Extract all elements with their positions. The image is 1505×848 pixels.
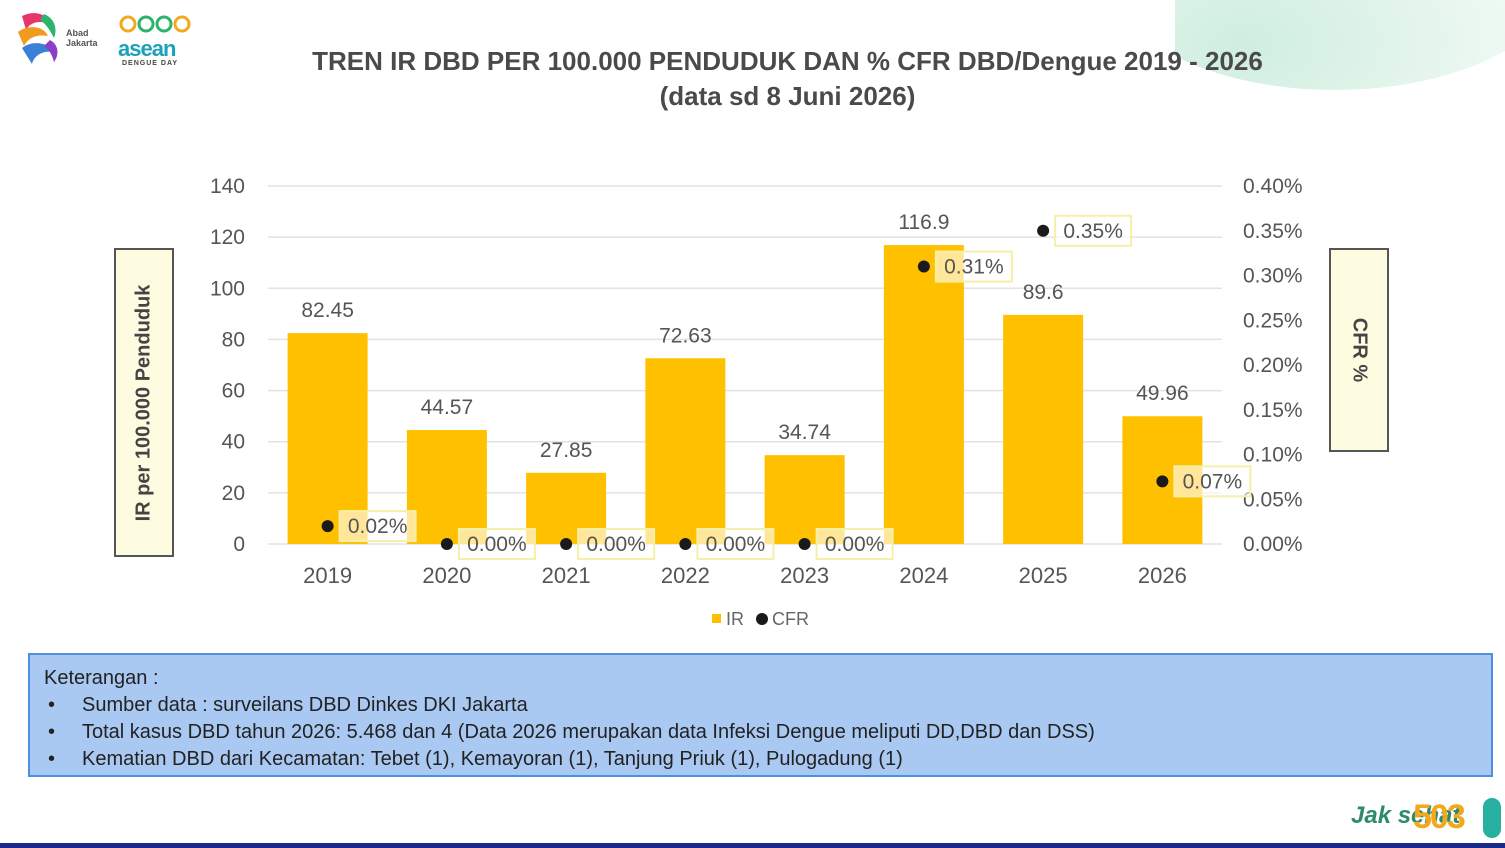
legend-cfr-label: CFR	[772, 609, 809, 629]
dengue-day-text: DENGUE DAY	[122, 60, 179, 67]
y2-tick-label: 0.05%	[1243, 488, 1303, 511]
legend-ir-swatch	[712, 614, 721, 623]
y-tick-label: 100	[210, 277, 245, 300]
y2-tick-label: 0.15%	[1243, 399, 1303, 422]
cfr-label-box	[577, 528, 656, 560]
cfr-label-box	[457, 528, 536, 560]
x-tick-label: 2022	[661, 563, 710, 588]
y-tick-label: 40	[222, 431, 245, 454]
x-tick-label: 2021	[542, 563, 591, 588]
cfr-label-box	[696, 528, 775, 560]
notes-item: Kematian DBD dari Kecamatan: Tebet (1), …	[44, 746, 1477, 773]
cfr-data-label: 0.00%	[586, 533, 646, 556]
cfr-point	[321, 520, 334, 533]
ir-bar	[406, 430, 487, 544]
corner-decoration	[1175, 0, 1505, 95]
cfr-point	[560, 538, 573, 550]
cfr-point	[798, 538, 811, 550]
ir-cfr-chart: 0 20 40 60 80 100 120 140 0.00% 0.05% 0.10% 0.15% 0.…	[210, 175, 1303, 629]
y2-tick-label: 0.35%	[1243, 220, 1303, 243]
x-tick-label: 2026	[1138, 563, 1187, 588]
ir-data-label: 82.45	[301, 299, 354, 322]
chart-title-line2: (data sd 8 Juni 2026)	[659, 81, 916, 111]
cfr-data-label: 0.07%	[1183, 470, 1243, 493]
notes-panel: Keterangan : Sumber data : surveilans DB…	[28, 653, 1493, 777]
y-axis-title: IR per 100.000 Penduduk	[132, 284, 155, 521]
x-tick-label: 2019	[303, 563, 352, 588]
jakarta-logo-text: Abad Jakarta	[66, 28, 98, 48]
cfr-label-box	[934, 250, 1013, 283]
anniversary-number: 503	[1413, 798, 1466, 836]
ir-data-label: 89.6	[1023, 281, 1064, 304]
x-tick-label: 2020	[422, 563, 471, 588]
asean-dengue-day-logo: asean DENGUE DAY	[118, 10, 194, 70]
y2-axis-title-box: CFR %	[1329, 248, 1389, 452]
ir-data-label: 27.85	[540, 439, 593, 462]
ir-bar	[287, 333, 368, 544]
cfr-data-label: 0.31%	[944, 256, 1004, 279]
notes-item: Total kasus DBD tahun 2026: 5.468 dan 4 …	[44, 719, 1477, 746]
cfr-point	[917, 260, 930, 273]
y2-tick-label: 0.30%	[1243, 265, 1303, 288]
x-tick-label: 2025	[1019, 563, 1068, 588]
y-axis-title-box: IR per 100.000 Penduduk	[114, 248, 174, 557]
ir-bar	[645, 358, 726, 544]
x-tick-label: 2023	[780, 563, 829, 588]
leaf-icon	[1483, 798, 1501, 838]
cfr-data-label: 0.35%	[1063, 220, 1123, 243]
y2-axis-title: CFR %	[1348, 317, 1371, 383]
ir-data-label: 44.57	[421, 396, 474, 419]
notes-heading: Keterangan :	[44, 667, 159, 689]
chart-title: TREN IR DBD PER 100.000 PENDUDUK DAN % C…	[0, 44, 1505, 114]
header-logos: Abad Jakarta asean DENGUE DAY	[14, 10, 194, 70]
notes-list: Sumber data : surveilans DBD Dinkes DKI …	[44, 692, 1477, 773]
ir-bar	[883, 245, 964, 544]
cfr-data-label: 0.00%	[706, 533, 766, 556]
ir-data-label: 116.9	[898, 211, 949, 234]
legend-ir-label: IR	[726, 609, 744, 629]
y-tick-label: 60	[222, 380, 245, 403]
cfr-label-box	[1054, 214, 1133, 247]
jakarta-logo-icon	[18, 13, 58, 64]
cfr-label-box	[1173, 465, 1252, 498]
cfr-label-box	[815, 528, 894, 560]
y-tick-label: 120	[210, 226, 245, 249]
ir-data-label: 49.96	[1136, 382, 1189, 405]
chart-title-line1: TREN IR DBD PER 100.000 PENDUDUK DAN % C…	[312, 46, 1263, 76]
y2-tick-label: 0.00%	[1243, 533, 1303, 556]
y-tick-label: 140	[210, 175, 245, 198]
cfr-point	[440, 538, 453, 550]
cfr-point	[679, 538, 692, 550]
y2-tick-label: 0.10%	[1243, 444, 1303, 467]
legend-cfr-swatch	[756, 613, 768, 625]
y-tick-label: 0	[233, 533, 245, 556]
cfr-point	[1037, 224, 1050, 237]
y2-tick-label: 0.25%	[1243, 309, 1303, 332]
ir-bar	[1003, 314, 1084, 544]
cfr-data-label: 0.02%	[348, 515, 408, 538]
jaksehat-logo-text: Jak sehat	[1351, 802, 1461, 829]
x-tick-label: 2024	[899, 563, 948, 588]
ir-data-label: 34.74	[778, 421, 831, 444]
cfr-data-label: 0.00%	[825, 533, 885, 556]
y2-tick-label: 0.40%	[1243, 175, 1303, 198]
asean-logo-text: asean	[118, 36, 176, 61]
cfr-data-label: 0.00%	[467, 533, 527, 556]
cfr-label-box	[338, 510, 417, 543]
y2-tick-label: 0.20%	[1243, 354, 1303, 377]
cfr-point	[1156, 475, 1169, 488]
y-tick-label: 80	[222, 328, 245, 351]
ir-data-label: 72.63	[659, 324, 712, 347]
notes-item: Sumber data : surveilans DBD Dinkes DKI …	[44, 692, 1477, 719]
jaksehat-logo: Jak sehat 503	[1351, 798, 1501, 840]
bottom-rule	[0, 843, 1505, 848]
y-tick-label: 20	[222, 482, 245, 505]
dengue-day-emblem-icon	[119, 15, 191, 33]
